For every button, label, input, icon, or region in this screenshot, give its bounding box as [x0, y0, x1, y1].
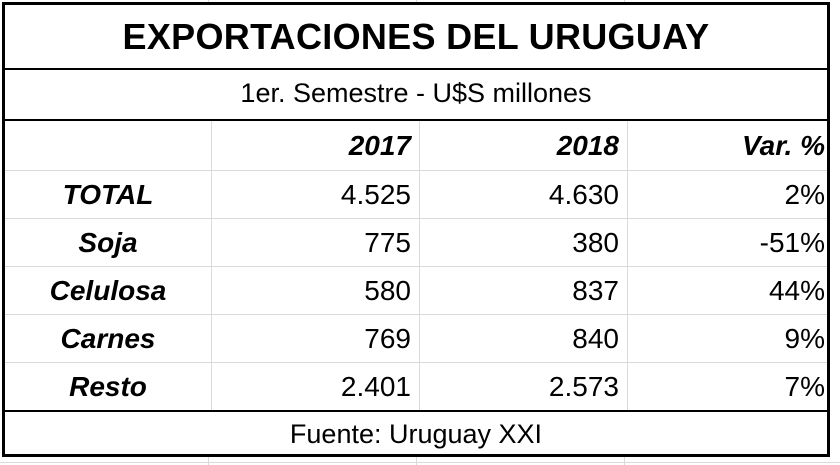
table-row: Soja 775 380 -51%: [5, 219, 827, 267]
cell-gridline: [627, 121, 628, 410]
header-var-cell: Var. %: [741, 130, 825, 161]
row-var-value: 44%: [768, 275, 825, 306]
header-label-cell: [5, 122, 211, 170]
table-row: Celulosa 580 837 44%: [5, 267, 827, 315]
row-label: Celulosa: [49, 275, 167, 306]
table-row: Resto 2.401 2.573 7%: [5, 363, 827, 411]
row-2017-value: 775: [364, 227, 411, 258]
exports-table: EXPORTACIONES DEL URUGUAY 1er. Semestre …: [2, 2, 830, 457]
table-subtitle: 1er. Semestre - U$S millones: [5, 68, 827, 121]
row-label: Resto: [69, 371, 147, 402]
header-2018-cell: 2018: [556, 130, 619, 161]
cell-gridline: [5, 266, 827, 267]
table-row: Carnes 769 840 9%: [5, 315, 827, 363]
row-2018-value: 4.630: [548, 179, 619, 210]
cell-gridline: [5, 362, 827, 363]
cell-gridline: [211, 121, 212, 410]
row-label: Soja: [78, 227, 138, 258]
row-label: TOTAL: [62, 179, 154, 210]
cell-gridline: [5, 170, 827, 171]
row-var-value: 9%: [784, 323, 825, 354]
row-2018-value: 2.573: [548, 371, 619, 402]
table-title: EXPORTACIONES DEL URUGUAY: [5, 5, 827, 70]
row-label: Carnes: [60, 323, 156, 354]
row-2017-value: 580: [364, 275, 411, 306]
row-2018-value: 837: [572, 275, 619, 306]
header-2017-cell: 2017: [348, 130, 411, 161]
row-var-value: 7%: [784, 371, 825, 402]
table-source-footer: Fuente: Uruguay XXI: [5, 410, 827, 457]
column-header-row: 2017 2018 Var. %: [5, 122, 827, 170]
table-row: TOTAL 4.525 4.630 2%: [5, 171, 827, 219]
row-2018-value: 840: [572, 323, 619, 354]
row-var-value: -51%: [759, 227, 825, 258]
row-var-value: 2%: [784, 179, 825, 210]
cell-gridline: [5, 314, 827, 315]
cell-gridline: [419, 121, 420, 410]
row-2017-value: 2.401: [340, 371, 411, 402]
row-2017-value: 4.525: [340, 179, 411, 210]
cell-gridline: [5, 218, 827, 219]
sheet-gridline: [0, 462, 840, 463]
row-2017-value: 769: [364, 323, 411, 354]
row-2018-value: 380: [572, 227, 619, 258]
